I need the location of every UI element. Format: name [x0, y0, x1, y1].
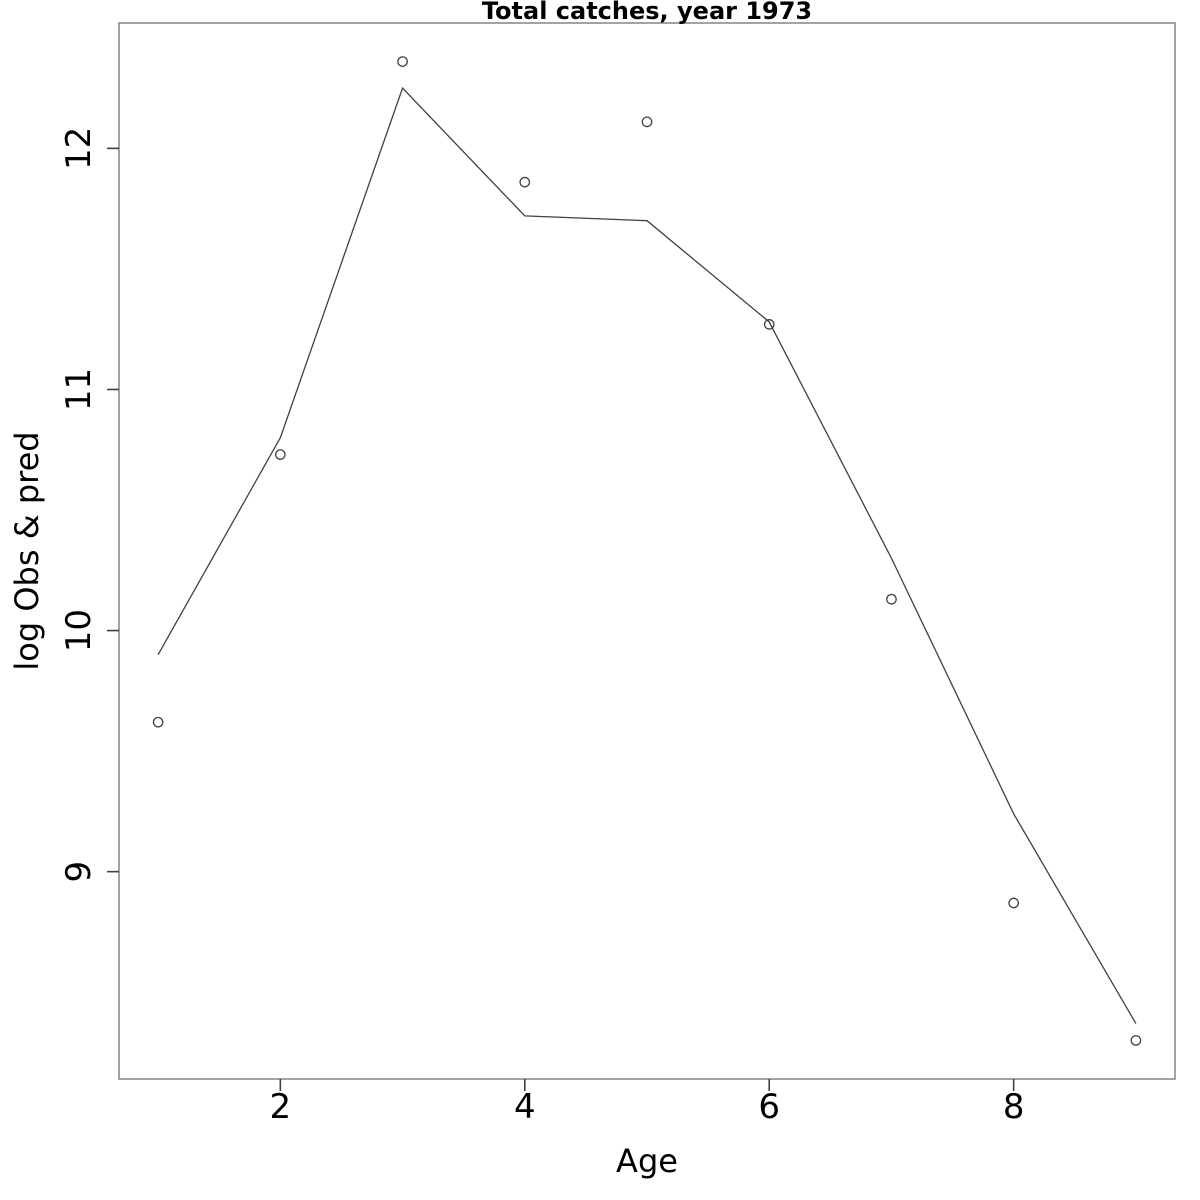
y-axis-ticks: 9 10 11 12 — [59, 127, 119, 883]
x-axis-ticks: 2 4 6 8 — [270, 1079, 1025, 1127]
observation-points-group — [152, 56, 1142, 1046]
y-tick-label: 10 — [59, 609, 99, 652]
plot-box — [118, 22, 1176, 1080]
y-axis-label: log Obs & pred — [8, 431, 46, 670]
data-point — [519, 176, 531, 188]
data-point — [274, 449, 286, 460]
x-axis-label: Age — [616, 1142, 678, 1180]
data-point — [1130, 1035, 1142, 1046]
x-tick-label: 6 — [758, 1087, 780, 1127]
y-tick-label: 9 — [59, 861, 99, 883]
x-tick-label: 4 — [514, 1087, 536, 1127]
y-tick-label: 12 — [59, 127, 99, 170]
data-point — [397, 56, 408, 67]
data-point — [641, 116, 653, 128]
prediction-line-group — [157, 86, 1137, 1024]
data-point — [886, 593, 897, 605]
data-point — [763, 319, 775, 330]
data-point — [152, 716, 164, 728]
x-tick-label: 8 — [1003, 1087, 1025, 1127]
x-tick-label: 2 — [270, 1087, 292, 1127]
chart-title: Total catches, year 1973 — [482, 0, 812, 25]
y-tick-label: 11 — [59, 368, 99, 411]
data-point — [1008, 897, 1020, 909]
prediction-line — [157, 86, 1137, 1024]
